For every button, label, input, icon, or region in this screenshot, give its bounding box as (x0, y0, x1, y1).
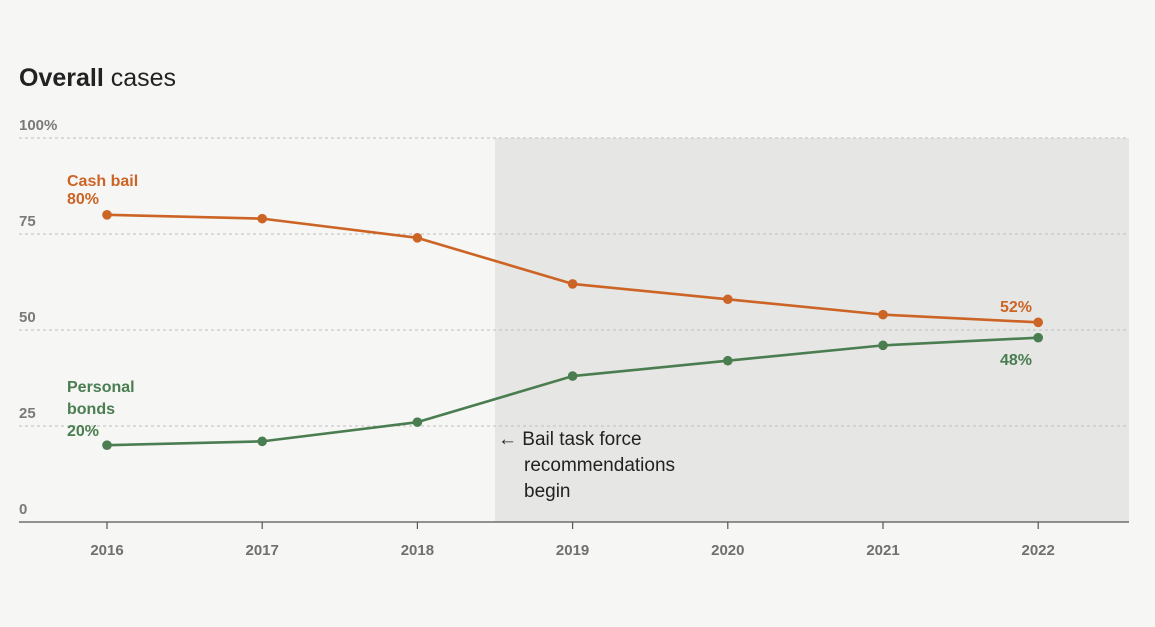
annotation-line3: begin (524, 481, 571, 502)
series-point (412, 417, 423, 427)
x-tick-label: 2018 (401, 542, 434, 559)
series-point (723, 294, 733, 305)
x-axis-ticks: 2016 2017 2018 2019 2020 2021 2022 (90, 522, 1055, 559)
series-point (102, 440, 112, 451)
x-tick-label: 2021 (866, 542, 899, 559)
series-point (567, 279, 578, 289)
personal-bonds-start-label: 20% (67, 423, 99, 440)
series-point (1033, 317, 1043, 328)
series-group (102, 210, 1043, 451)
chart-title-rest: cases (104, 64, 176, 92)
y-axis-ticks: 0 25 50 75 100% (19, 117, 57, 518)
annotation-line1: ← Bail task force (498, 429, 642, 450)
y-tick-label: 75 (19, 213, 36, 230)
y-tick-label: 50 (19, 309, 36, 326)
chart-title-bold: Overall (19, 64, 104, 92)
y-tick-label: 25 (19, 405, 36, 422)
gridlines (19, 137, 1129, 427)
x-tick-label: 2019 (556, 542, 589, 559)
series-point (257, 436, 268, 447)
x-tick-label: 2017 (246, 542, 279, 559)
personal-bonds-label-line2: bonds (67, 401, 115, 418)
cash-bail-label: Cash bail (67, 173, 138, 190)
chart-title: Overall cases (19, 64, 176, 92)
series-point (412, 233, 423, 243)
personal-bonds-end-label: 48% (1000, 352, 1032, 369)
x-tick-label: 2016 (90, 542, 123, 559)
x-tick-label: 2022 (1022, 542, 1055, 559)
series-point (257, 213, 268, 224)
annotation-line2: recommendations (524, 455, 675, 476)
series-point (878, 340, 888, 351)
cash-bail-end-label: 52% (1000, 299, 1032, 316)
series-point (1033, 332, 1043, 343)
y-tick-label: 0 (19, 501, 27, 518)
y-tick-label: 100% (19, 117, 57, 134)
cash-bail-start-label: 80% (67, 191, 99, 208)
personal-bonds-label-line1: Personal (67, 379, 135, 396)
series-point (878, 309, 888, 320)
x-tick-label: 2020 (711, 542, 744, 559)
series-point (723, 355, 733, 366)
series-point (102, 210, 112, 220)
series-point (567, 371, 578, 381)
